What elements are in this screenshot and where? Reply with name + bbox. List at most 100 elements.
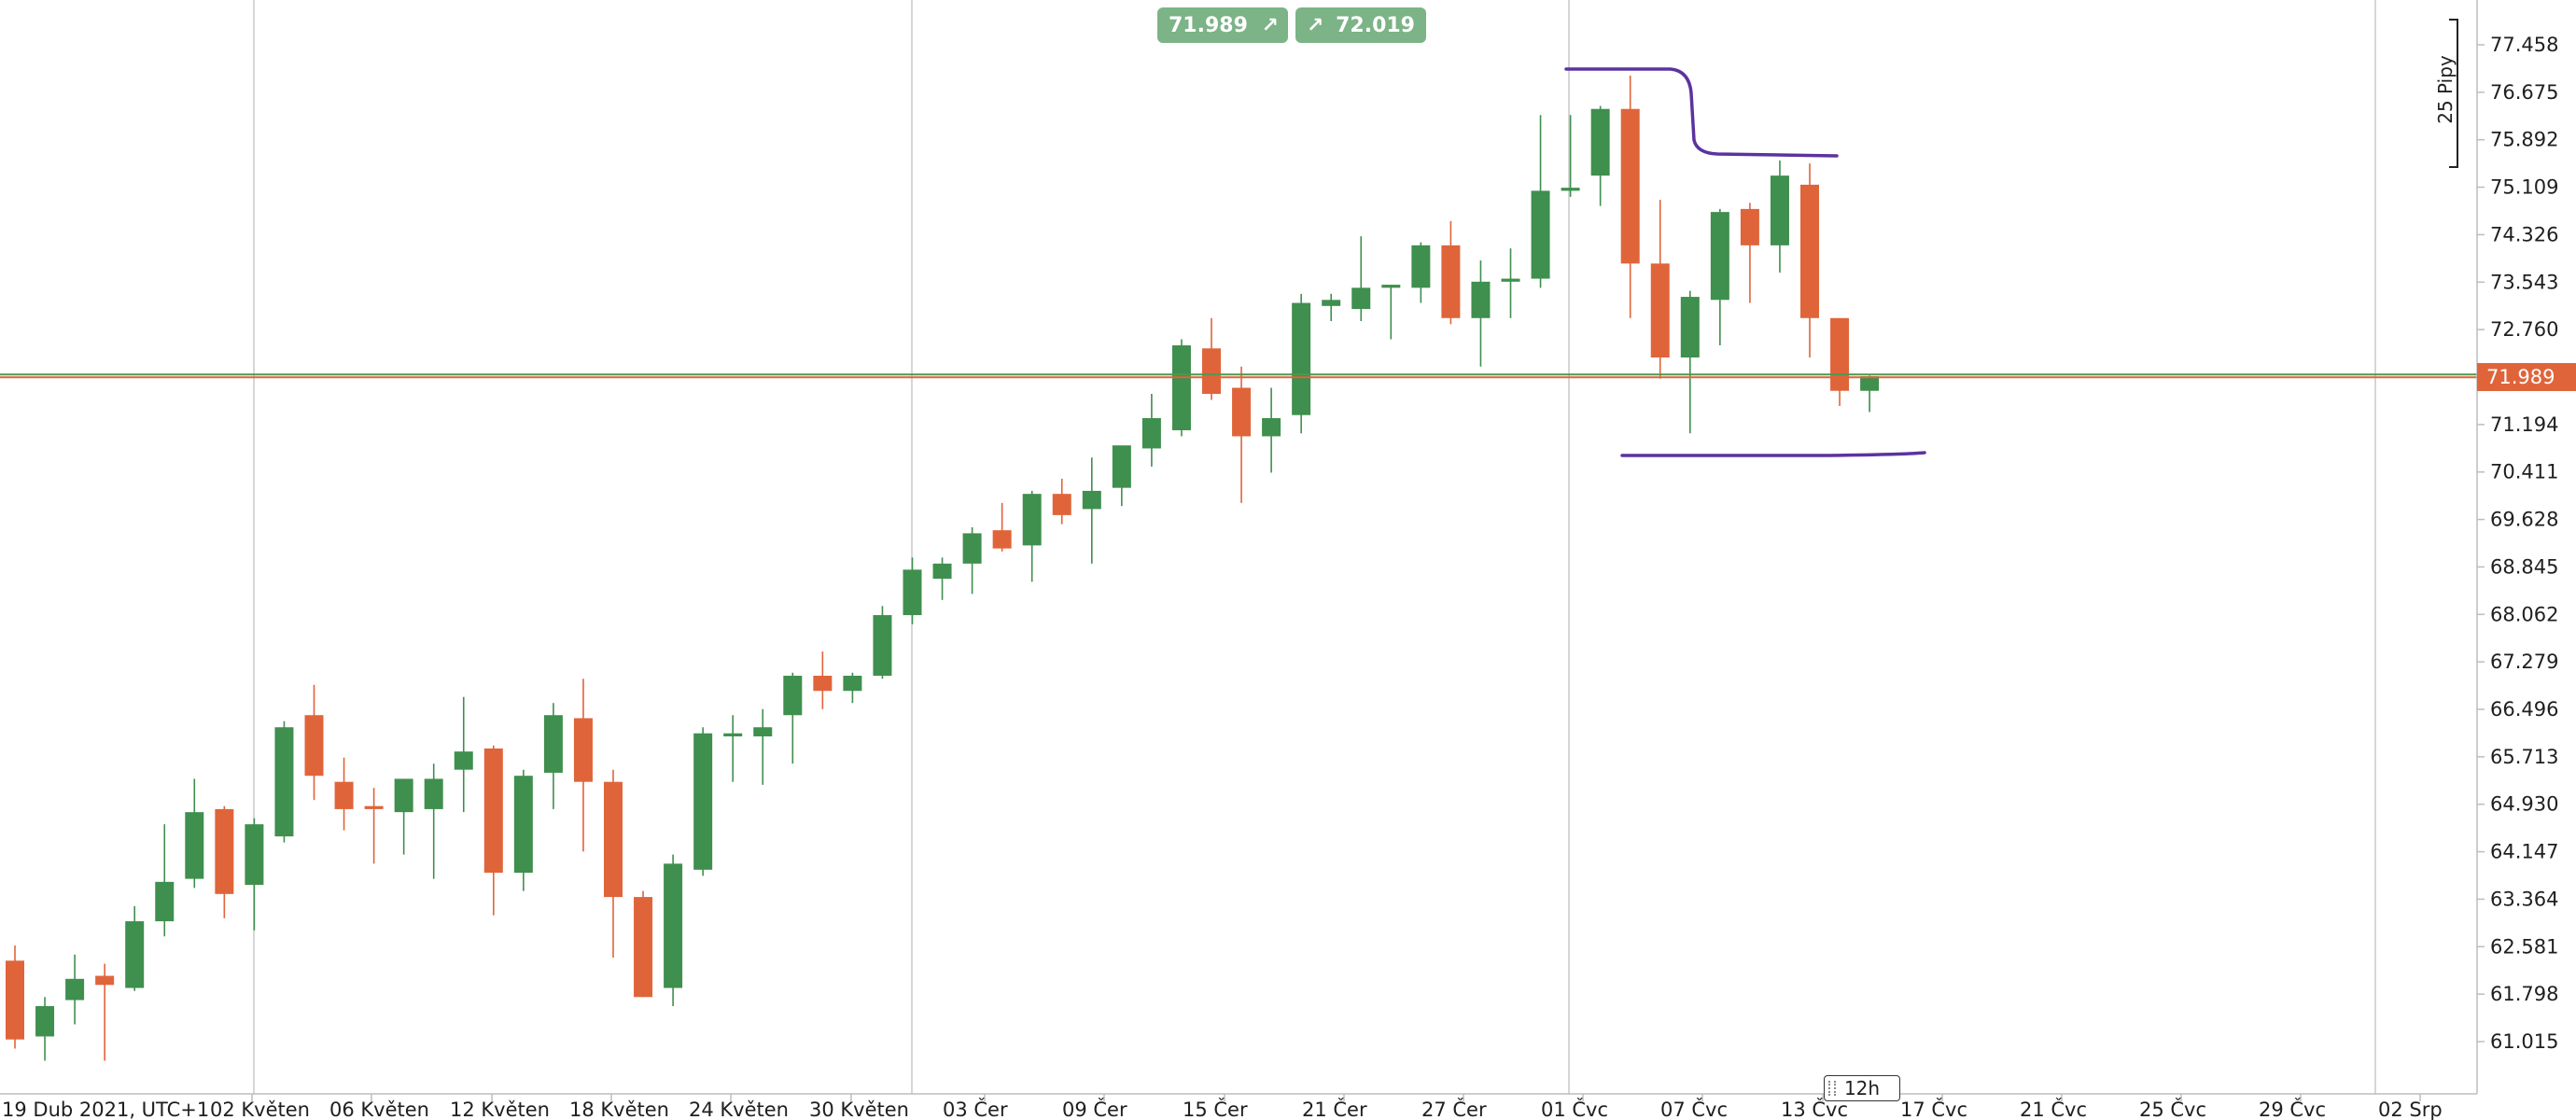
timeframe-selector[interactable]: 12h (1824, 1075, 1900, 1101)
y-tick-label: 69.628 (2490, 509, 2558, 531)
candle-body (604, 781, 623, 898)
candle-body (843, 676, 862, 692)
time-axis[interactable]: 19 Dub 2021, UTC+1 02 Květen 06 Květen 12 K… (2, 1094, 2443, 1120)
candle-body (634, 897, 653, 998)
candle (1770, 160, 1789, 273)
x-tick-label: 27 Čer (1421, 1098, 1487, 1120)
candle-body (483, 748, 503, 874)
candle-body (1710, 212, 1729, 301)
x-tick-label: 19 Dub 2021, UTC+1 (2, 1099, 209, 1120)
drawn-annotations (1564, 67, 1926, 457)
candle-body (1590, 108, 1610, 176)
candle (334, 757, 354, 831)
candle (513, 769, 533, 891)
candle-body (1441, 245, 1461, 318)
candle (873, 606, 892, 679)
candle-body (245, 824, 264, 886)
candle (634, 890, 653, 998)
candle-body (364, 805, 384, 809)
y-tick-label: 62.581 (2490, 935, 2558, 958)
x-tick-label: 02 Srp (2378, 1099, 2443, 1120)
candle-body (215, 808, 234, 894)
candle (1411, 242, 1431, 303)
x-tick-label: 24 Květen (689, 1099, 789, 1120)
buy-price: 72.019 (1336, 13, 1415, 37)
candle-body (1082, 490, 1101, 510)
candle (1082, 457, 1101, 564)
candle-body (992, 530, 1012, 549)
candle-body (1202, 348, 1221, 394)
candle-body (962, 533, 982, 564)
candle-body (95, 975, 115, 986)
candle (1381, 285, 1401, 340)
x-tick-label: 15 Čer (1183, 1098, 1248, 1120)
y-tick-label: 75.892 (2490, 129, 2558, 151)
candle (753, 708, 773, 785)
candle-body (873, 615, 892, 677)
candle (1830, 317, 1850, 406)
candle (1710, 208, 1729, 346)
candle (454, 696, 473, 813)
candle-body (1232, 387, 1252, 437)
y-tick-label: 73.543 (2490, 271, 2558, 293)
candle (543, 703, 563, 809)
candle-body (903, 569, 922, 616)
candle (65, 954, 85, 1025)
candle-body (1411, 245, 1431, 288)
candle (843, 672, 862, 704)
y-tick-label: 61.798 (2490, 983, 2558, 1005)
x-tick-label: 13 Čvc (1781, 1098, 1848, 1120)
price-axis[interactable]: 77.458 76.675 75.892 75.109 74.326 73.543 72.7… (2477, 34, 2558, 1053)
candle (1322, 293, 1341, 322)
candle (1561, 115, 1580, 197)
candle (992, 502, 1012, 552)
candle-body (35, 1006, 55, 1037)
candle-body (1022, 494, 1042, 546)
x-tick-label: 18 Květen (569, 1099, 669, 1120)
candle (155, 824, 175, 937)
x-tick-label: 30 Květen (809, 1099, 909, 1120)
candle (604, 769, 623, 959)
candle (125, 905, 145, 991)
candle (1022, 490, 1042, 582)
x-tick-label: 25 Čvc (2139, 1098, 2206, 1120)
candle-body (573, 718, 593, 782)
candle (1740, 203, 1759, 303)
y-tick-label: 61.015 (2490, 1030, 2558, 1053)
candle-body (1830, 317, 1850, 391)
candle-body (1171, 345, 1191, 430)
candle-body (1740, 208, 1759, 245)
candle (1441, 220, 1461, 325)
current-price-label: 71.989 (2486, 366, 2555, 388)
candle-body (1112, 445, 1131, 488)
candle-body (1860, 376, 1880, 391)
candle (723, 715, 743, 782)
y-tick-label: 71.194 (2490, 413, 2558, 436)
y-tick-label: 65.713 (2490, 746, 2558, 768)
y-tick-label: 66.496 (2490, 698, 2558, 721)
candle (962, 526, 982, 595)
drag-handle-icon[interactable] (1828, 1081, 1836, 1096)
candle-body (394, 778, 413, 813)
buy-price-button[interactable]: ↗ 72.019 (1295, 7, 1426, 43)
candle-body (813, 676, 833, 692)
y-tick-label: 67.279 (2490, 651, 2558, 673)
sell-price: 71.989 (1169, 13, 1248, 37)
candle (424, 763, 443, 879)
candle (783, 672, 803, 764)
candle-body (1800, 184, 1819, 318)
x-tick-label: 21 Čer (1302, 1098, 1367, 1120)
candle-body (1262, 417, 1281, 437)
candle (304, 684, 324, 801)
y-tick-label: 63.364 (2490, 888, 2558, 910)
grid (253, 0, 2376, 1094)
candle-body (543, 715, 563, 773)
candle (483, 745, 503, 916)
arrow-up-right-icon: ↗ (1261, 13, 1279, 37)
sell-price-button[interactable]: 71.989 ↗ (1157, 7, 1288, 43)
candle (573, 679, 593, 852)
candle-body (1561, 188, 1580, 191)
x-tick-label: 06 Květen (329, 1099, 429, 1120)
candle (215, 805, 234, 918)
